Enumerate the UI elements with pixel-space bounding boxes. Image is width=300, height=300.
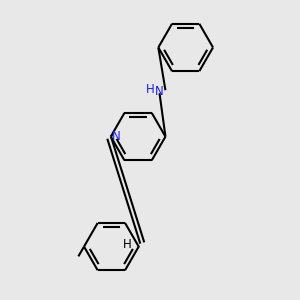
Text: N: N <box>111 130 120 143</box>
Text: H: H <box>123 238 132 251</box>
Text: N: N <box>154 85 163 98</box>
Text: H: H <box>146 82 155 96</box>
